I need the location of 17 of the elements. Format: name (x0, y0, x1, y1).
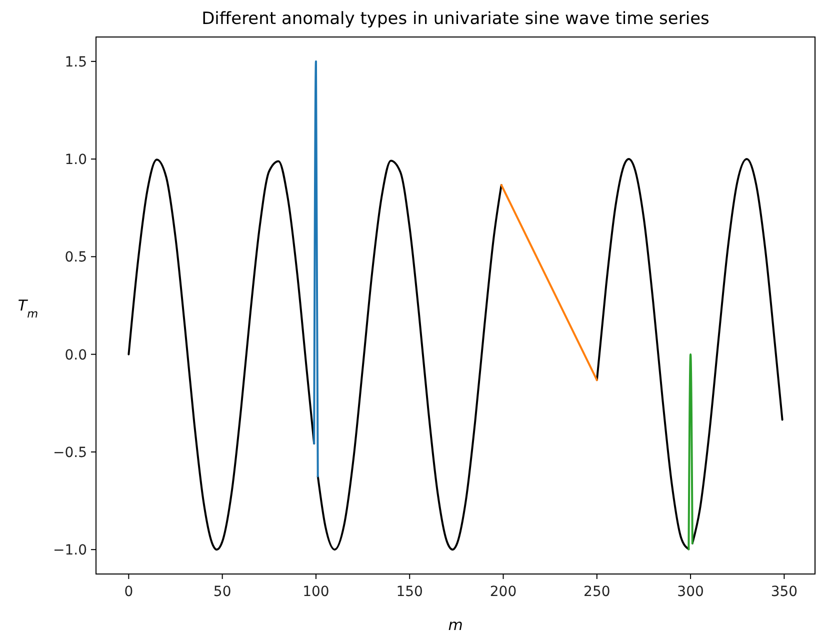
y-tick-label: 1.0 (64, 152, 87, 168)
x-tick-label: 100 (302, 584, 330, 600)
y-tick-label: 1.5 (64, 54, 87, 70)
y-tick-label: −1.0 (53, 542, 87, 559)
x-tick-label: 0 (124, 584, 134, 600)
y-tick-label: 0.0 (64, 347, 87, 364)
y-axis-title: T$_{m}$ (18, 296, 38, 320)
y-tick-label: −0.5 (53, 444, 87, 461)
x-tick-label: 350 (770, 584, 798, 600)
x-tick-label: 200 (490, 584, 517, 600)
x-tick-label: 300 (677, 584, 704, 600)
x-tick-label: 150 (396, 584, 423, 600)
x-axis-title: m (448, 616, 463, 634)
x-tick-label: 250 (584, 584, 610, 600)
chart-title: Different anomaly types in univariate sine wave time series (202, 9, 710, 29)
y-tick-label: 0.5 (64, 250, 87, 266)
x-tick-label: 50 (213, 584, 232, 600)
